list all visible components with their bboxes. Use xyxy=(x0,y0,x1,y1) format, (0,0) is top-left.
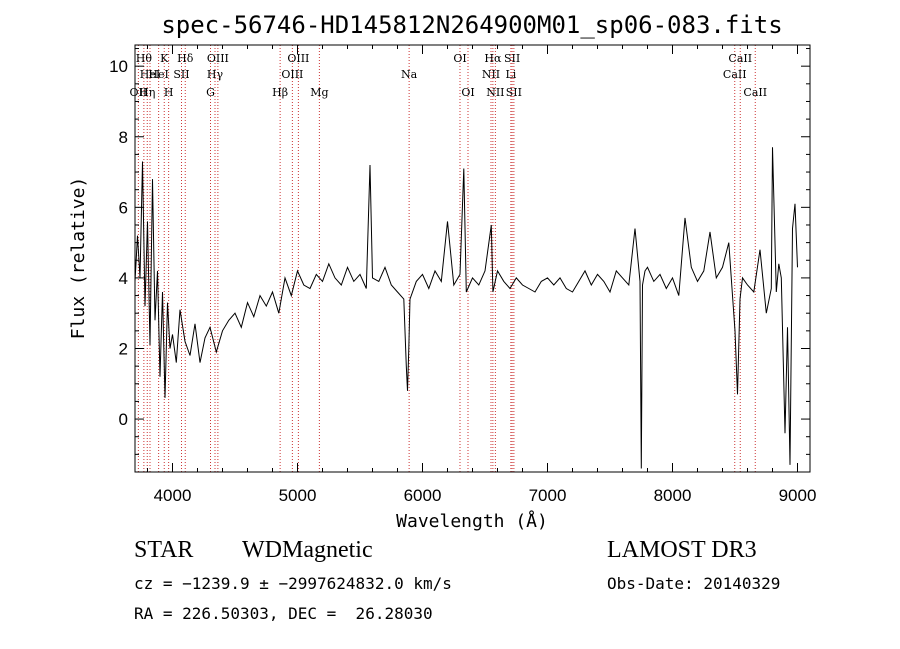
x-tick-label: 6000 xyxy=(404,486,442,505)
line-label: Hη xyxy=(139,86,155,99)
line-label: SII xyxy=(173,68,189,81)
line-label: HeI xyxy=(148,68,168,81)
y-tick-label: 4 xyxy=(119,269,128,288)
line-label: Hδ xyxy=(177,52,194,65)
x-tick-label: 4000 xyxy=(154,486,192,505)
y-tick-label: 8 xyxy=(119,128,128,147)
line-label: Hγ xyxy=(207,68,224,81)
y-tick-label: 2 xyxy=(119,339,128,358)
object-subclass: WDMagnetic xyxy=(242,537,373,563)
y-axis-label: Flux (relative) xyxy=(68,177,89,340)
line-label: Na xyxy=(401,68,418,81)
spectrum-line xyxy=(134,147,798,469)
plot-frame xyxy=(134,44,811,473)
y-tick-label: 6 xyxy=(119,198,128,217)
line-label: Hα xyxy=(484,52,502,65)
line-label: CaII xyxy=(723,68,747,81)
line-markers xyxy=(137,45,756,472)
line-label: HeI xyxy=(140,68,160,81)
line-label: SII xyxy=(506,86,522,99)
survey-name: LAMOST DR3 xyxy=(607,537,757,563)
line-label: Hθ xyxy=(136,52,153,65)
line-labels: OIIHθHηHeIHeIKHSIIHδGHγOIIIHβOIIIOIIIMgN… xyxy=(130,52,768,99)
line-label: CaII xyxy=(728,52,752,65)
x-tick-label: 8000 xyxy=(654,486,692,505)
line-label: Li xyxy=(505,68,516,81)
line-label: OI xyxy=(461,86,474,99)
line-label: OII xyxy=(130,86,148,99)
line-label: NII xyxy=(486,86,504,99)
y-axis-ticks: 0 2 4 6 8 10 xyxy=(109,48,810,455)
line-label: OIII xyxy=(281,68,303,81)
y-tick-label: 10 xyxy=(109,57,128,76)
line-label: G xyxy=(206,86,215,99)
line-label: OI xyxy=(453,52,466,65)
y-tick-label: 0 xyxy=(119,410,128,429)
line-label: Mg xyxy=(310,86,328,99)
line-label: K xyxy=(160,52,169,65)
line-label: OIII xyxy=(207,52,229,65)
x-tick-label: 5000 xyxy=(279,486,317,505)
redshift-text: cz = −1239.9 ± −2997624832.0 km/s xyxy=(134,574,452,593)
chart-title: spec-56746-HD145812N264900M01_sp06-083.f… xyxy=(161,11,782,39)
line-label: SII xyxy=(504,52,520,65)
line-label: H xyxy=(164,86,174,99)
x-tick-label: 9000 xyxy=(779,486,817,505)
line-label: OIII xyxy=(287,52,309,65)
coordinates: RA = 226.50303, DEC = 26.28030 xyxy=(134,604,433,623)
line-label: Hβ xyxy=(272,86,288,99)
line-label: CaII xyxy=(743,86,767,99)
x-axis-ticks: 4000 5000 6000 7000 8000 9000 xyxy=(147,45,817,505)
object-class: STAR xyxy=(134,537,194,563)
x-tick-label: 7000 xyxy=(529,486,567,505)
x-axis-label: Wavelength (Å) xyxy=(396,510,548,532)
obs-date: Obs-Date: 20140329 xyxy=(607,574,781,593)
line-label: NII xyxy=(482,68,500,81)
